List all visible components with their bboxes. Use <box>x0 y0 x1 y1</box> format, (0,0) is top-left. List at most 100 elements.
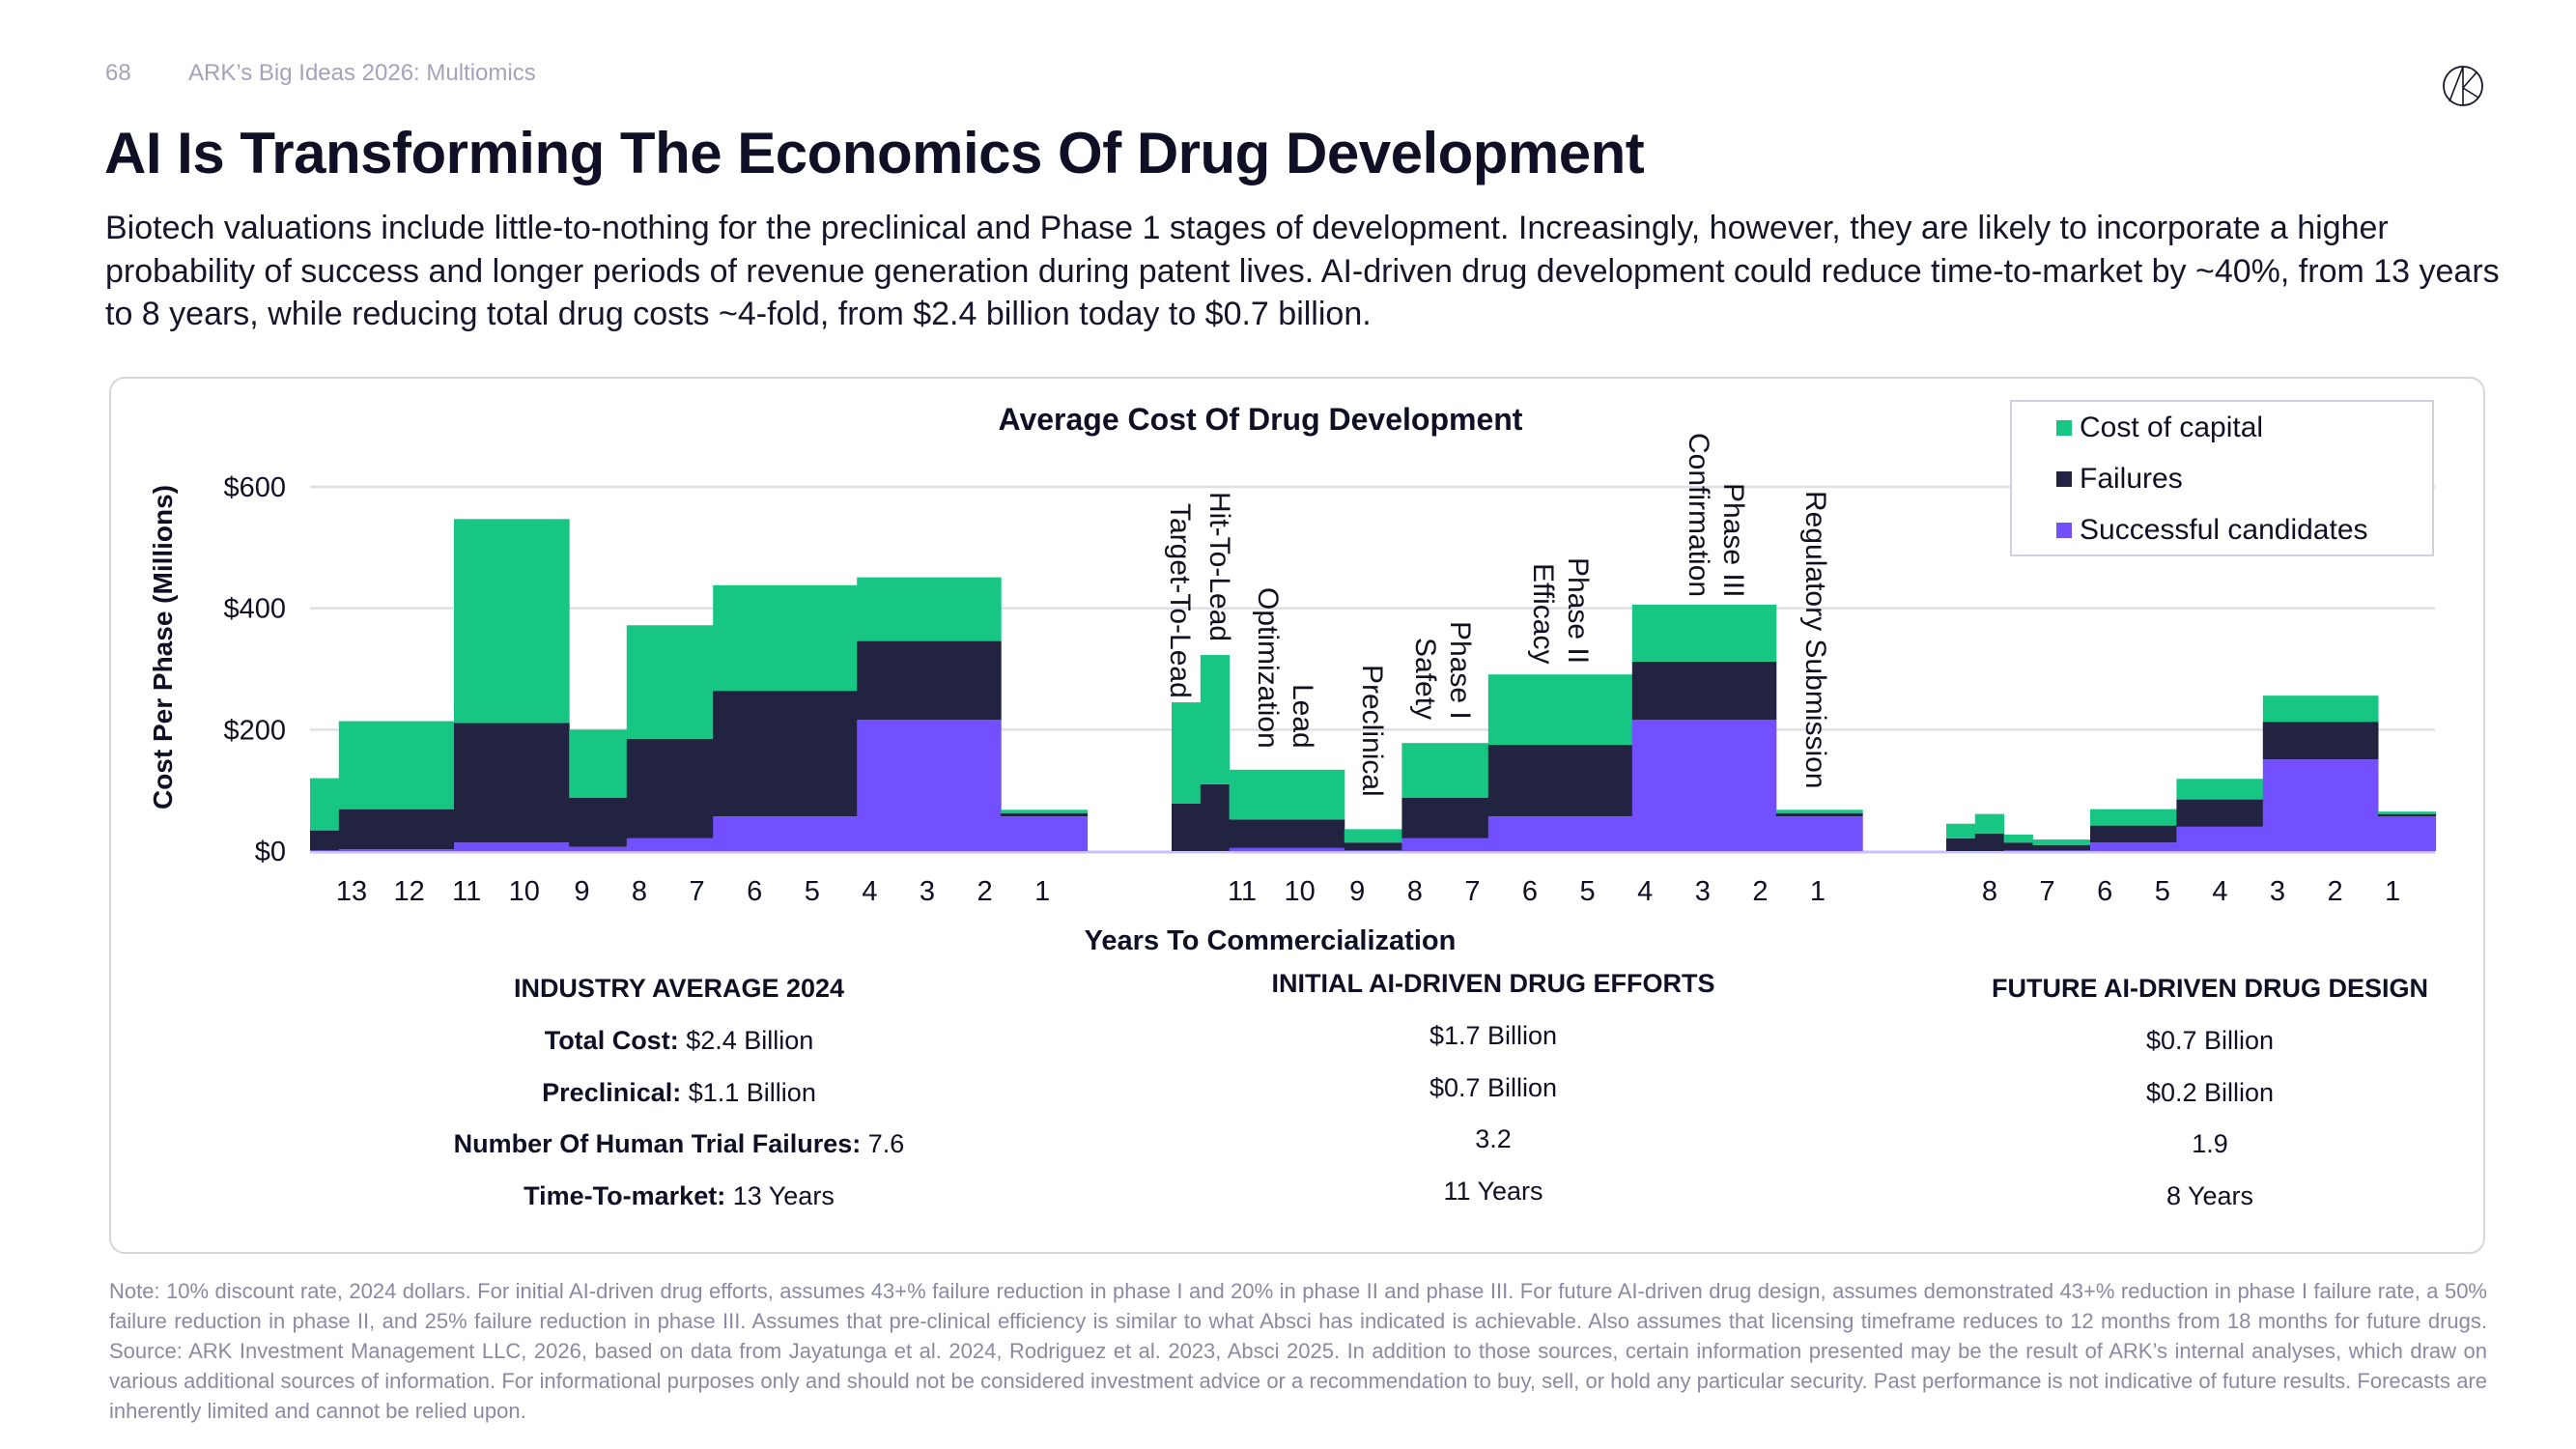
bar-segment-successful-candidates <box>1001 816 1089 851</box>
y-tick-label: $400 <box>223 594 286 625</box>
legend-label: Successful candidates <box>2080 514 2368 546</box>
stat-value: 7.6 <box>867 1129 905 1158</box>
bar-segment-cost-of-capital <box>2262 696 2379 723</box>
phase-label: Phase III Confirmation <box>1681 433 1750 597</box>
bar-segment-failures <box>2032 844 2091 851</box>
y-tick-label: $200 <box>223 715 286 746</box>
stat-trial-failures: 3.2 <box>1475 1124 1512 1153</box>
x-tick-label: 5 <box>2155 876 2170 907</box>
stat-preclinical: $0.2 Billion <box>2145 1077 2275 1107</box>
x-tick-label: 2 <box>977 876 993 907</box>
legend-item-failures: Failures <box>2056 463 2183 496</box>
stat-total-cost: Total Cost: $2.4 Billion <box>293 1023 1065 1075</box>
x-tick-label: 8 <box>632 876 647 907</box>
phase-label-line: Preclinical <box>1356 665 1388 797</box>
bar-segment-successful-candidates <box>338 849 455 851</box>
bar-segment-cost-of-capital <box>1974 813 2005 834</box>
bar-segment-successful-candidates <box>2262 759 2379 851</box>
x-tick-label: 7 <box>690 876 705 907</box>
bar-segment-failures <box>1200 783 1231 851</box>
phase-label-line: Efficacy <box>1527 562 1559 665</box>
bar-segment-cost-of-capital <box>1344 829 1402 843</box>
stat-label: Number Of Human Trial Failures: <box>453 1129 862 1158</box>
bar-segment-successful-candidates <box>1487 816 1633 851</box>
bar-segment-cost-of-capital <box>1946 823 1976 838</box>
bar-segment-failures <box>1001 813 1089 817</box>
x-tick-label: 6 <box>747 876 762 907</box>
bar-segment-failures <box>1631 661 1777 721</box>
bar-segment-cost-of-capital <box>1401 743 1489 798</box>
ark-logo-icon <box>2443 66 2483 106</box>
bar-segment-cost-of-capital <box>454 519 570 724</box>
x-tick-label: 8 <box>1407 876 1423 907</box>
bar-segment-cost-of-capital <box>1200 655 1231 784</box>
bar-segment-cost-of-capital <box>1172 702 1202 804</box>
x-tick-label: 4 <box>2212 876 2227 907</box>
legend-swatch <box>2056 420 2072 436</box>
bar-segment-failures <box>2378 813 2437 817</box>
y-axis-label: Cost Per Phase (Millions) <box>148 485 178 810</box>
bar-segment-failures <box>2003 842 2033 851</box>
bar-segment-successful-candidates <box>713 816 858 851</box>
phase-label: Hit-To-Lead <box>1202 492 1236 641</box>
stat-value: 13 Years <box>732 1180 835 1210</box>
bar-segment-cost-of-capital <box>2176 779 2264 800</box>
bar-segment-failures <box>1974 833 2005 851</box>
chart-legend: Cost of capital Failures Successful cand… <box>2010 400 2434 556</box>
x-tick-label: 10 <box>1284 876 1315 907</box>
bar-segment-cost-of-capital <box>1229 769 1345 820</box>
stat-trial-failures: 1.9 <box>2192 1129 2228 1158</box>
bar-segment-cost-of-capital <box>713 584 858 692</box>
x-tick-label: 4 <box>1637 876 1653 907</box>
bar-segment-cost-of-capital <box>2378 811 2437 814</box>
phase-label-line: Regulatory Submission <box>1799 491 1831 789</box>
phase-label-line: Hit-To-Lead <box>1203 492 1235 642</box>
stats-future-ai: FUTURE AI-DRIVEN DRUG DESIGN $0.7 Billio… <box>1824 971 2576 1230</box>
page-subtitle: Biotech valuations include little-to-not… <box>105 210 2500 332</box>
x-tick-label: 9 <box>1349 876 1365 907</box>
x-tick-label: 2 <box>2328 876 2343 907</box>
bar-segment-failures <box>626 738 714 838</box>
bar-segment-failures <box>1344 842 1402 851</box>
bar-segment-successful-candidates <box>2003 850 2033 851</box>
stat-total-cost: $0.7 Billion <box>2145 1026 2275 1055</box>
stat-label: Total Cost: <box>544 1026 679 1055</box>
bar-segment-failures <box>2176 799 2264 827</box>
bar-segment-successful-candidates <box>2378 816 2437 851</box>
deck-title: ARK’s Big Ideas 2026: Multiomics <box>188 60 536 86</box>
stats-heading: FUTURE AI-DRIVEN DRUG DESIGN <box>1991 974 2428 1003</box>
bar-segment-successful-candidates <box>857 720 1002 851</box>
phase-label: Regulatory Submission <box>1798 491 1832 788</box>
bar-segment-failures <box>338 809 455 850</box>
bar-segment-successful-candidates <box>1229 847 1345 851</box>
legend-swatch <box>2056 471 2072 487</box>
stat-time-to-market: 11 Years <box>1443 1176 1543 1206</box>
bar-segment-failures <box>2262 722 2379 760</box>
stat-value: $2.4 Billion <box>686 1026 814 1055</box>
bar-segment-cost-of-capital <box>2090 809 2177 826</box>
bar-segment-successful-candidates <box>2176 826 2264 851</box>
x-tick-label: 13 <box>336 876 367 907</box>
bar-segment-cost-of-capital <box>1775 810 1863 814</box>
bar-segment-cost-of-capital <box>1487 674 1633 746</box>
chart-title: Average Cost Of Drug Development <box>999 402 1523 437</box>
x-tick-label: 1 <box>1034 876 1050 907</box>
bar-segment-successful-candidates <box>1631 720 1777 851</box>
x-tick-label: 2 <box>1752 876 1768 907</box>
bar-segment-successful-candidates <box>1344 850 1402 851</box>
bar-segment-cost-of-capital <box>569 729 628 798</box>
bar-segment-failures <box>1229 819 1345 848</box>
phase-label-line: Phase I <box>1444 621 1476 720</box>
bar-segment-cost-of-capital <box>626 625 714 739</box>
bar-segment-cost-of-capital <box>857 577 1002 641</box>
phase-label-line: Lead <box>1287 683 1318 749</box>
bar-segment-cost-of-capital <box>338 721 455 810</box>
phase-label: Lead Optimization <box>1250 587 1319 749</box>
bar-segment-successful-candidates <box>310 850 340 851</box>
stat-time-to-market: 8 Years <box>2166 1180 2254 1210</box>
y-tick-label: $0 <box>255 837 286 867</box>
phase-label-line: Phase II <box>1562 557 1594 665</box>
legend-label: Cost of capital <box>2080 412 2264 443</box>
bar-segment-successful-candidates <box>454 842 570 851</box>
stat-label: Preclinical: <box>542 1077 682 1107</box>
